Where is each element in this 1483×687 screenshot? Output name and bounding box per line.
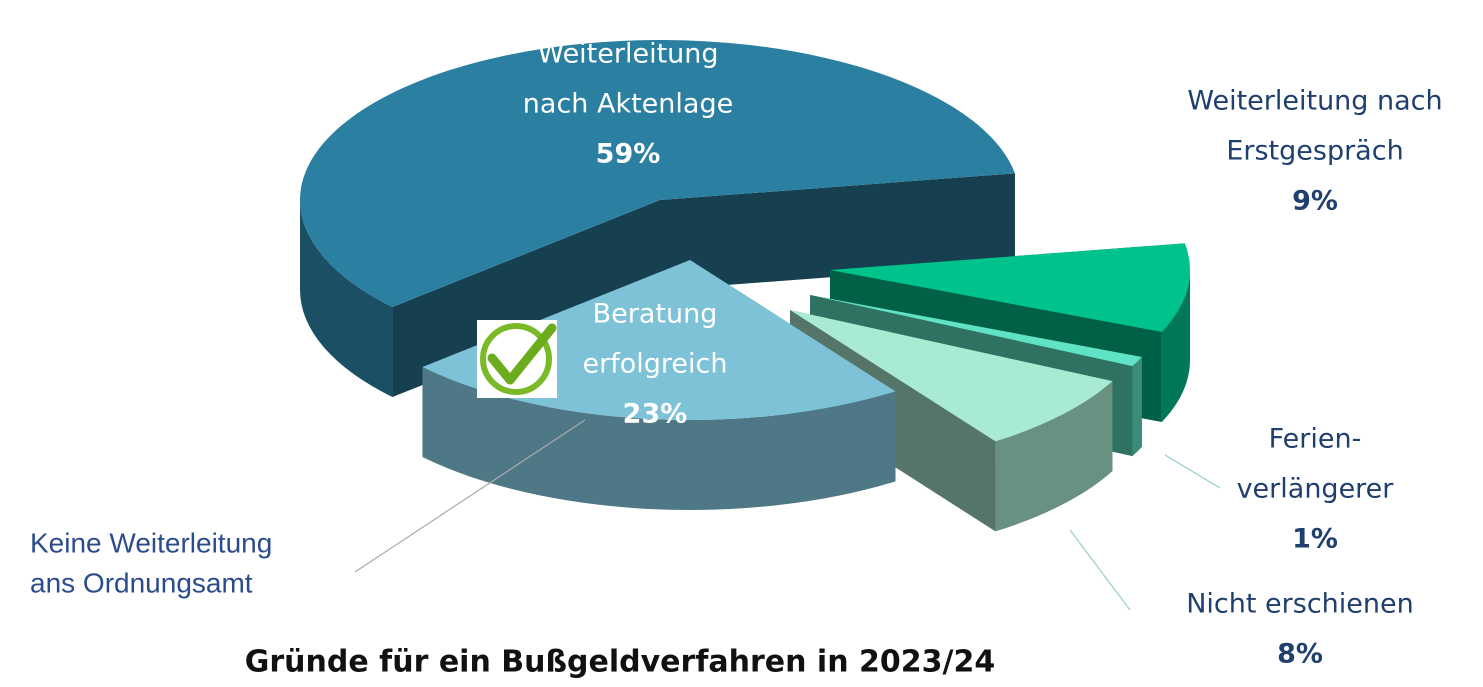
slice-side (392, 200, 660, 398)
value-label: 9% (1292, 186, 1338, 217)
slice-label: Beratung (593, 299, 718, 330)
slice (300, 39, 1015, 308)
slice-label: verlängerer (1237, 474, 1395, 505)
leader-line (354, 419, 586, 573)
slice-label: Weiterleitung nach (1187, 86, 1442, 117)
value-label: 8% (1277, 639, 1323, 670)
value-label: 1% (1292, 524, 1338, 555)
slice (830, 243, 1190, 333)
annotation: Keine Weiterleitung (30, 527, 272, 558)
value-label: 23% (623, 399, 688, 430)
slice-label: erfolgreich (583, 349, 728, 380)
slice-wall (422, 367, 896, 511)
slice-label: nach Aktenlage (523, 89, 733, 120)
slice-wall (300, 200, 393, 398)
labels: Weiterleitung nach Aktenlage 59% Weiterleit… (523, 39, 1443, 670)
slice (790, 310, 1113, 442)
check-icon (477, 320, 557, 398)
slice (810, 295, 1142, 367)
annotation: ans Ordnungsamt (30, 567, 253, 598)
slice-wall (1132, 357, 1142, 457)
slice-side (660, 173, 1015, 290)
value-label: 59% (596, 139, 661, 170)
leader-line (1069, 529, 1131, 611)
slice-label: Weiterleitung (537, 39, 718, 70)
pie (300, 39, 1190, 532)
slice-wall (995, 381, 1113, 532)
leader-line (1164, 454, 1221, 489)
chart-title: Gründe für ein Bußgeldverfahren in 2023/… (245, 645, 995, 680)
slice-wall (1161, 270, 1190, 423)
slice-label: Erstgespräch (1226, 136, 1403, 167)
slice-label: Ferien- (1269, 424, 1362, 455)
slice-label: Nicht erschienen (1186, 589, 1414, 620)
